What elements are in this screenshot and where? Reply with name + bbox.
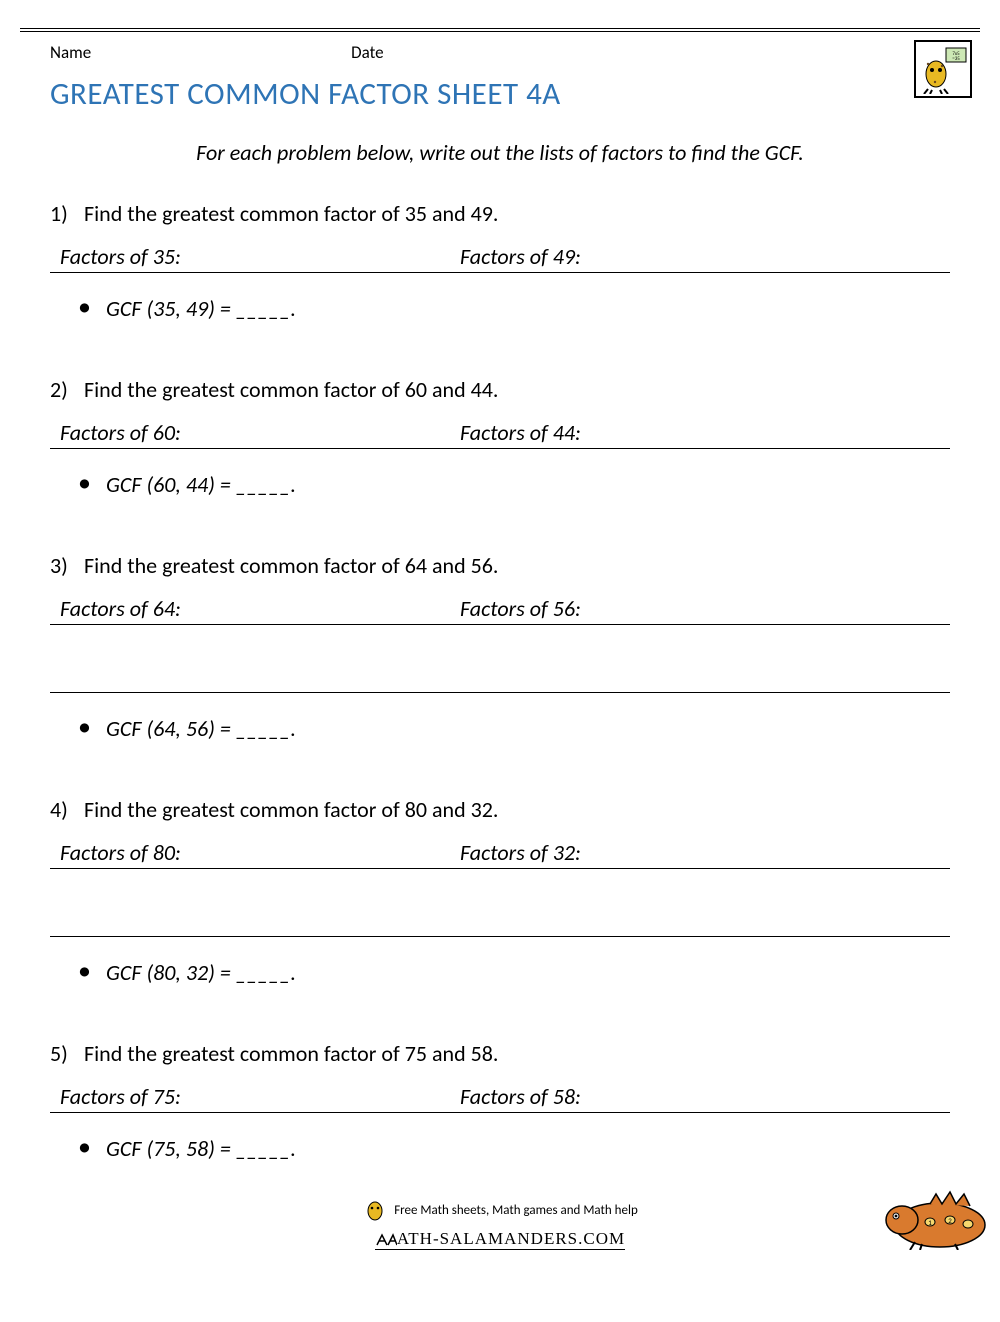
question-number: 5) [50, 1040, 84, 1067]
gcf-answer-line: GCF (35, 49) = _____. [50, 295, 950, 322]
factors-a-label: Factors of 35: [60, 243, 460, 270]
question-prompt: Find the greatest common factor of 60 an… [84, 376, 498, 403]
question-prompt: Find the greatest common factor of 75 an… [84, 1040, 498, 1067]
worksheet-title: GREATEST COMMON FACTOR SHEET 4A [50, 75, 950, 113]
problems-container: 1)Find the greatest common factor of 35 … [50, 200, 950, 1162]
question-text: 2)Find the greatest common factor of 60 … [50, 376, 950, 403]
factors-row: Factors of 60:Factors of 44: [50, 417, 950, 449]
header-row: Name Date [50, 42, 950, 63]
factors-row: Factors of 75:Factors of 58: [50, 1081, 950, 1113]
question-number: 2) [50, 376, 84, 403]
salamander-icon: 1 2 [880, 1170, 990, 1250]
factors-row: Factors of 64:Factors of 56: [50, 593, 950, 625]
factors-row: Factors of 35:Factors of 49: [50, 241, 950, 273]
factors-row: Factors of 80:Factors of 32: [50, 837, 950, 869]
footer-tagline: Free Math sheets, Math games and Math he… [394, 1203, 638, 1218]
extra-work-line [50, 891, 950, 937]
question-text: 5)Find the greatest common factor of 75 … [50, 1040, 950, 1067]
problem-2: 2)Find the greatest common factor of 60 … [50, 376, 950, 498]
svg-text:1: 1 [928, 1218, 932, 1227]
gcf-answer-line: GCF (75, 58) = _____. [50, 1135, 950, 1162]
brand-logo-icon: 7x5 =35 [914, 40, 972, 98]
factors-b-label: Factors of 32: [460, 839, 581, 866]
worksheet-page: Name Date 7x5 =35 GREATEST COMMON FACTOR… [20, 28, 980, 1258]
factors-a-label: Factors of 75: [60, 1083, 460, 1110]
factors-b-label: Factors of 49: [460, 243, 581, 270]
footer-url: ATH-SALAMANDERS.COM [375, 1229, 625, 1250]
factors-b-label: Factors of 58: [460, 1083, 581, 1110]
svg-text:=35: =35 [952, 56, 960, 62]
problem-1: 1)Find the greatest common factor of 35 … [50, 200, 950, 322]
question-number: 4) [50, 796, 84, 823]
gcf-answer-line: GCF (60, 44) = _____. [50, 471, 950, 498]
footer: Free Math sheets, Math games and Math he… [20, 1197, 980, 1250]
svg-text:2: 2 [948, 1216, 952, 1225]
question-prompt: Find the greatest common factor of 64 an… [84, 552, 498, 579]
question-number: 3) [50, 552, 84, 579]
problem-3: 3)Find the greatest common factor of 64 … [50, 552, 950, 742]
factors-a-label: Factors of 64: [60, 595, 460, 622]
extra-work-line [50, 647, 950, 693]
date-label: Date [351, 42, 383, 63]
gcf-answer-line: GCF (80, 32) = _____. [50, 959, 950, 986]
question-text: 3)Find the greatest common factor of 64 … [50, 552, 950, 579]
question-prompt: Find the greatest common factor of 35 an… [84, 200, 498, 227]
gcf-answer-line: GCF (64, 56) = _____. [50, 715, 950, 742]
factors-a-label: Factors of 80: [60, 839, 460, 866]
instructions-text: For each problem below, write out the li… [50, 139, 950, 166]
question-text: 4)Find the greatest common factor of 80 … [50, 796, 950, 823]
question-text: 1)Find the greatest common factor of 35 … [50, 200, 950, 227]
name-label: Name [50, 42, 91, 63]
factors-a-label: Factors of 60: [60, 419, 460, 446]
footer-logo-icon [362, 1197, 388, 1223]
factors-b-label: Factors of 44: [460, 419, 581, 446]
problem-5: 5)Find the greatest common factor of 75 … [50, 1040, 950, 1162]
question-number: 1) [50, 200, 84, 227]
question-prompt: Find the greatest common factor of 80 an… [84, 796, 498, 823]
factors-b-label: Factors of 56: [460, 595, 581, 622]
problem-4: 4)Find the greatest common factor of 80 … [50, 796, 950, 986]
